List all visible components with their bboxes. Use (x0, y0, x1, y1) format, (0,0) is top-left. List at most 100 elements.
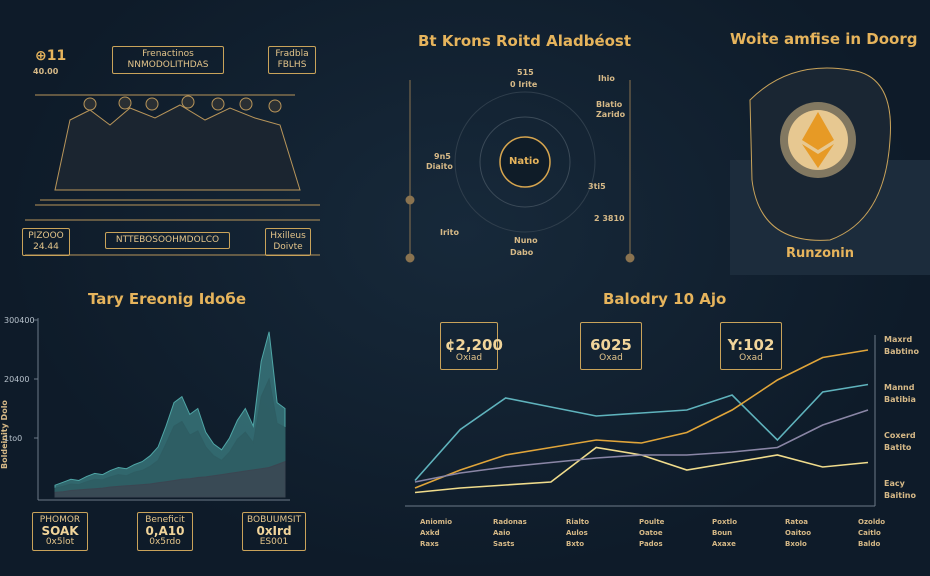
x-label: Ratoa (785, 518, 808, 526)
line (414, 383, 869, 482)
x-label: Axaxe (712, 540, 736, 548)
radial-label: 515 (517, 68, 534, 77)
radial-label: 3ti5 (588, 182, 606, 191)
legend-name: Mannd (884, 383, 915, 392)
x-label: Poxtlo (712, 518, 738, 526)
radial-label: Blatio (596, 100, 623, 109)
text: SOAK (41, 524, 79, 538)
panel-title: Woite amfise in Doorg (730, 30, 918, 48)
center-label: Natio (509, 156, 540, 167)
y-tick-label: 300400 (4, 316, 35, 325)
chart-title: Balodry 10 Ajo (603, 290, 727, 308)
text: 0x5lot (45, 537, 75, 547)
legend-sub: Babtino (884, 347, 919, 356)
stat-box: Y:102 Oxad (720, 322, 782, 370)
text: Hxilleus (270, 231, 306, 241)
stat-value: ⊕11 (35, 48, 66, 64)
text: ES001 (259, 537, 289, 547)
text: ⊕11 (35, 48, 67, 64)
legend-sub: Baitino (884, 491, 916, 500)
text: PHOMOR (39, 515, 81, 525)
text: BOBUUMSIT (247, 515, 302, 525)
y-tick-label: 1to0 (4, 434, 22, 443)
token-label: Runzonin (786, 246, 854, 261)
x-label: Aaio (493, 529, 511, 537)
footer-box: NTTEBOSOOHMDOLCO (105, 232, 230, 249)
stat-sub: 40.00 (33, 67, 59, 76)
stat-box: BOBUUMSIT 0xIrd ES001 (242, 512, 306, 551)
y-tick-label: 20400 (4, 375, 29, 384)
token-panel (730, 67, 930, 275)
stat-value: 6025 (590, 336, 632, 354)
x-label: Pados (639, 540, 663, 548)
x-label: Caitlo (858, 529, 881, 537)
stat-value: ¢2,200 (445, 336, 503, 354)
text: NNMODOLITHDAS (127, 60, 209, 70)
line (414, 409, 869, 483)
area (54, 460, 286, 498)
radial-label: 2 3810 (594, 214, 625, 223)
footer-box: PIZOOO 24.44 (22, 228, 70, 256)
x-label: Axkd (420, 529, 440, 537)
stat-box: Fradbla FBLHS (268, 46, 316, 74)
text: Frenactinos (142, 49, 194, 59)
text: 0xIrd (256, 524, 292, 538)
radial-label: Diaito (426, 162, 453, 171)
stat-sub: Oxiad (455, 353, 483, 363)
chart-title: Tary Ereonig Idoбe (88, 290, 246, 308)
legend-name: Eacy (884, 479, 905, 488)
x-label: Radonas (493, 518, 527, 526)
radial-label: Zarido (596, 110, 626, 119)
x-label: Baldo (858, 540, 881, 548)
x-label: Bxto (566, 540, 585, 548)
x-label: Poulte (639, 518, 665, 526)
stat-sub: Oxad (599, 353, 623, 363)
x-label: Oatoe (639, 529, 663, 537)
line (414, 349, 869, 489)
stat-sub: Oxad (739, 353, 763, 363)
text: 0x5rdo (149, 537, 181, 547)
radial-label: 9n5 (434, 152, 451, 161)
legend-name: Coxerd (884, 431, 916, 440)
text: FBLHS (277, 60, 307, 70)
stat-box: 6025 Oxad (580, 322, 642, 370)
footer-box: Hxilleus Doivte (265, 228, 311, 256)
text: NTTEBOSOOHMDOLCO (115, 235, 220, 245)
x-label: Sasts (493, 540, 515, 548)
header-box: Frenactinos NNMODOLITHDAS (112, 46, 224, 74)
legend-sub: Batibia (884, 395, 916, 404)
text: Fradbla (275, 49, 309, 59)
area (54, 377, 286, 498)
illustration (25, 94, 320, 256)
stat-box: ¢2,200 Oxiad (440, 322, 503, 370)
stat-box: Beneficit 0,A10 0x5rdo (137, 512, 193, 551)
x-label: Aulos (566, 529, 588, 537)
text: Beneficit (145, 515, 185, 525)
radial-label: Ihio (598, 74, 615, 83)
radial-diagram (405, 80, 635, 263)
y-axis-label: Boldeinity Dolo (0, 400, 9, 469)
x-label: Bxolo (785, 540, 807, 548)
stat-box: PHOMOR SOAK 0x5lot (32, 512, 88, 551)
x-label: Boun (712, 529, 733, 537)
text: 0,A10 (145, 524, 185, 538)
radial-label: Irito (440, 228, 459, 237)
radial-label: Dabo (510, 248, 534, 257)
text: 24.44 (33, 242, 59, 252)
x-label: Aniomio (420, 518, 453, 526)
radial-label: Nuno (514, 236, 538, 245)
x-label: Rialto (566, 518, 590, 526)
x-label: Raxs (420, 540, 439, 548)
text: Doivte (273, 242, 303, 252)
stat-value: Y:102 (727, 336, 775, 354)
legend-name: Maxrd (884, 335, 913, 344)
x-label: Oaitoo (785, 529, 812, 537)
radial-label: 0 Irite (510, 80, 538, 89)
axes (37, 318, 876, 507)
legend-sub: Batito (884, 443, 912, 452)
x-label: Ozoldo (858, 518, 886, 526)
text: PIZOOO (28, 231, 64, 241)
panel-title: Bt Krons Roitd Aladbéost (418, 32, 632, 50)
